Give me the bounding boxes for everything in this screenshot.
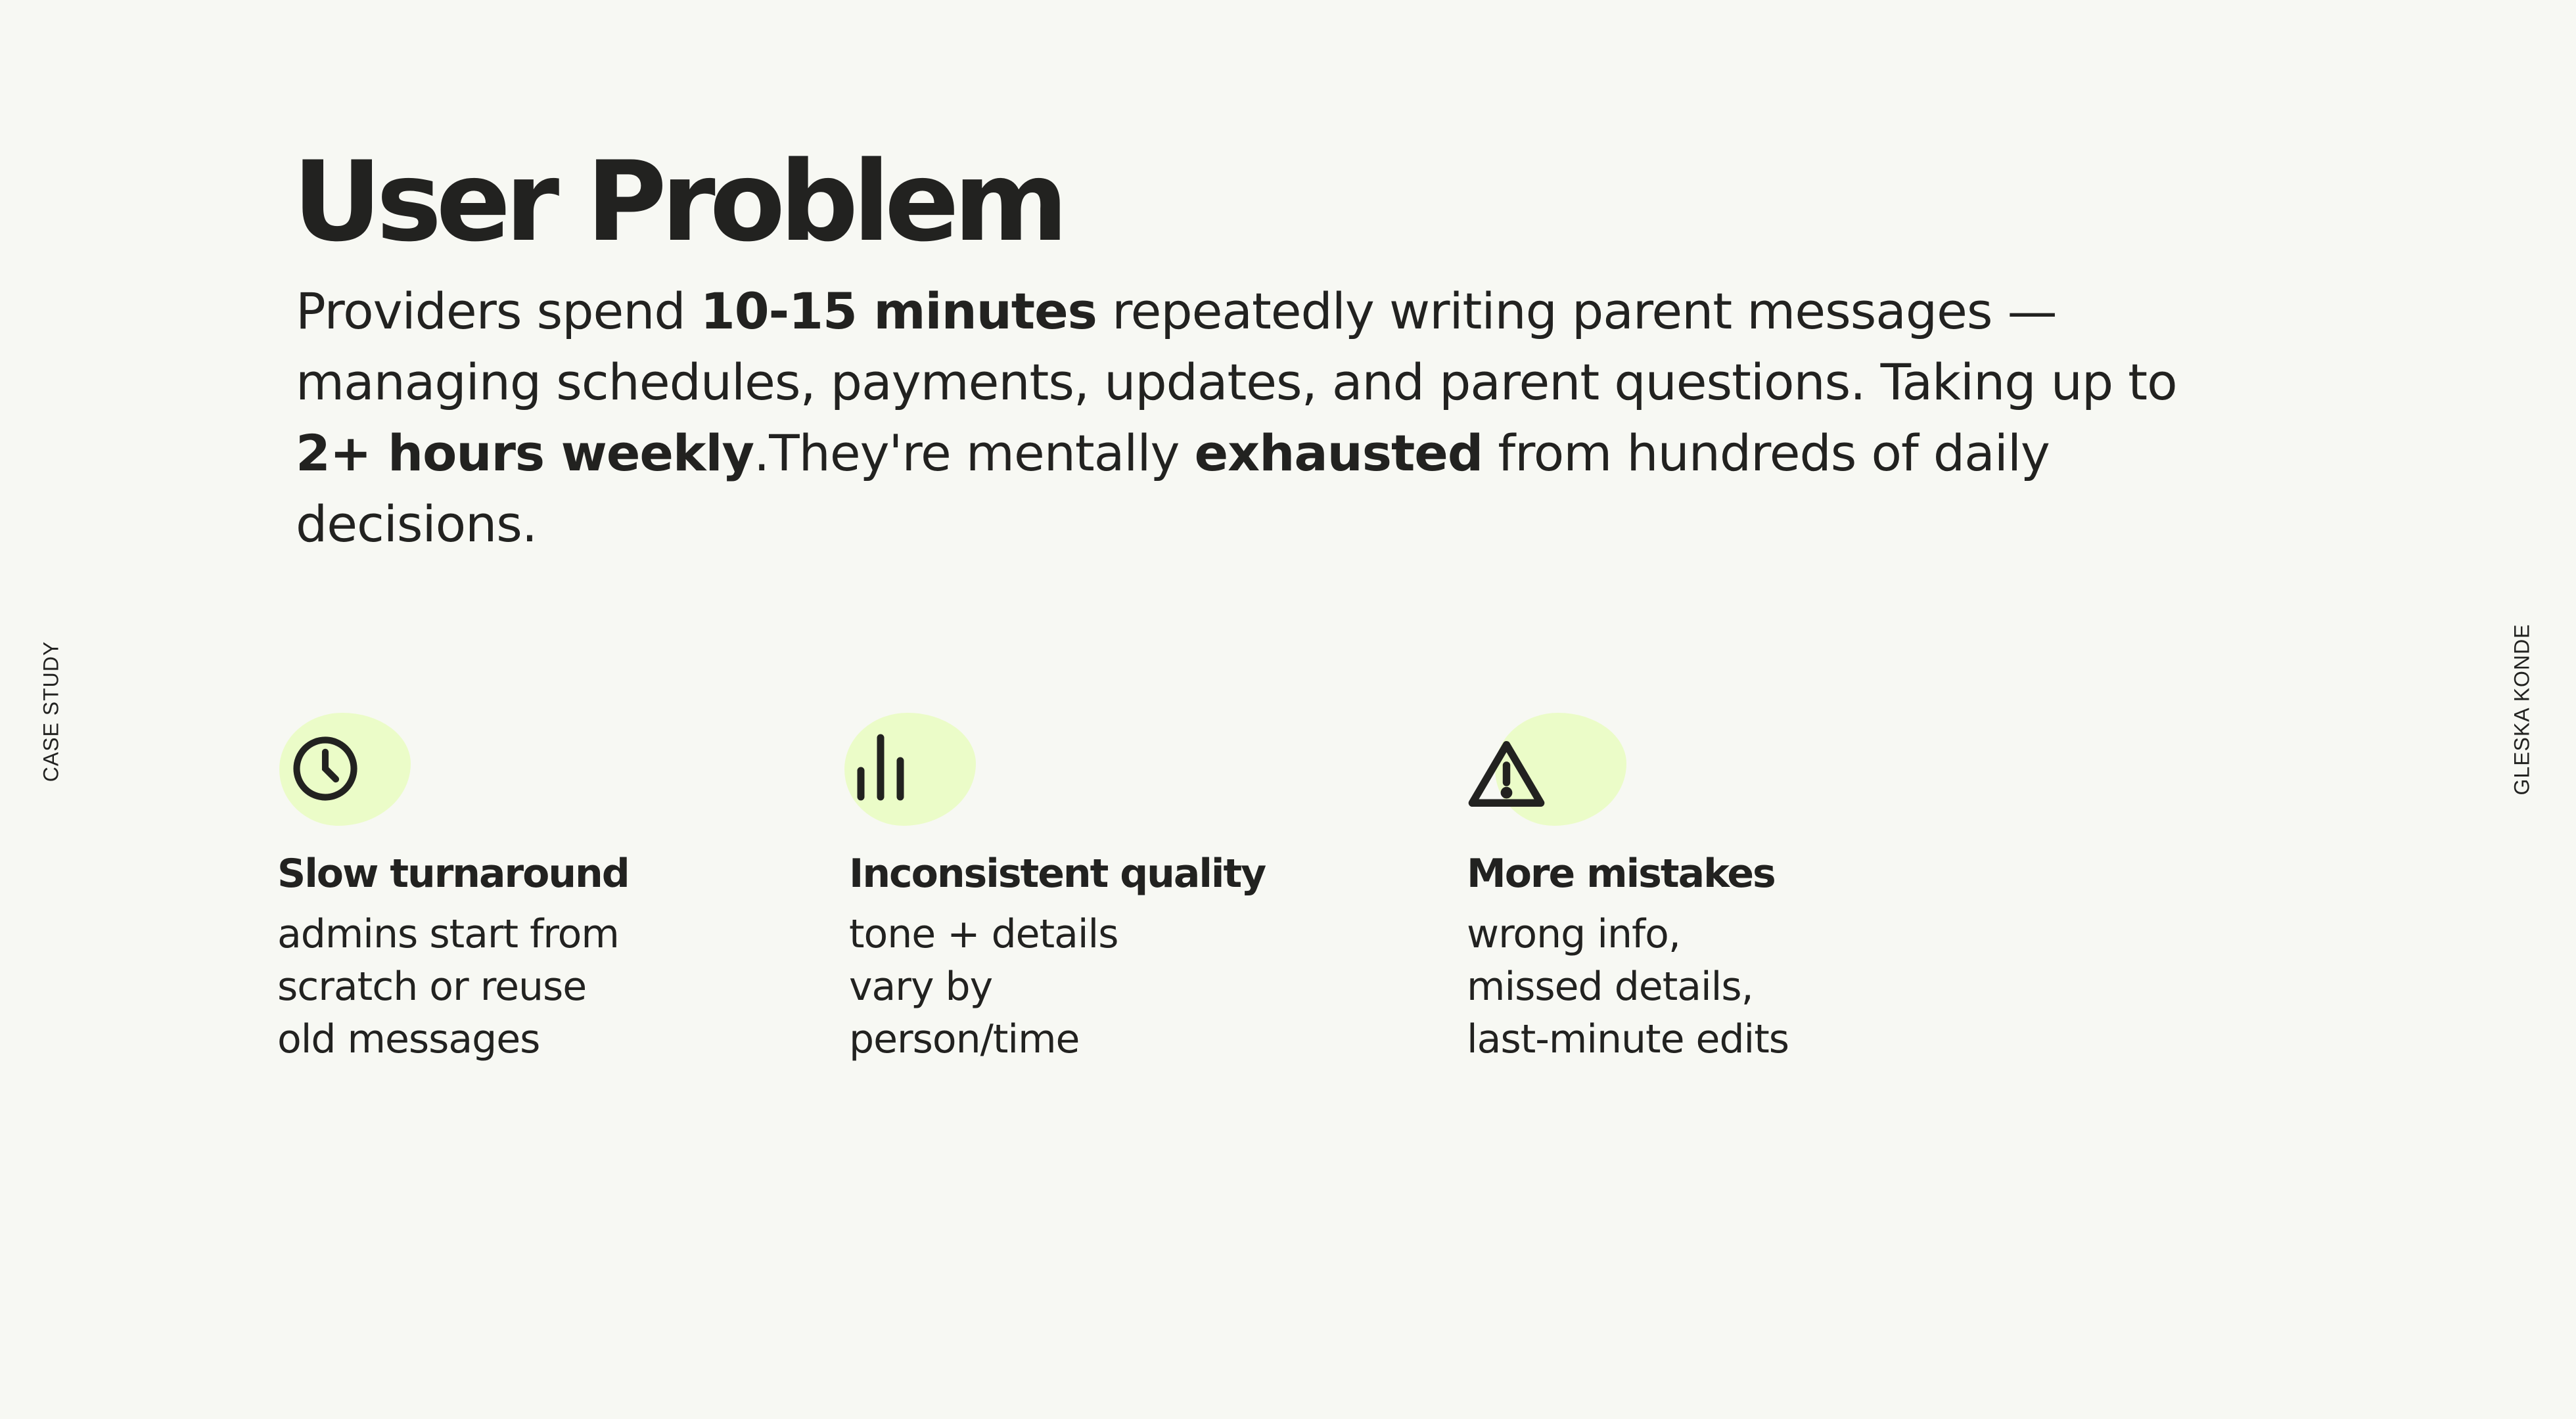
author-label: GLESKA KONDE: [2510, 623, 2534, 796]
warning-icon: [1468, 741, 1545, 807]
case-study-label: CASE STUDY: [39, 641, 63, 782]
card-description: tone + details vary by person/time: [849, 911, 1119, 1062]
problem-card-slow-turnaround: Slow turnaround admins start from scratch…: [276, 713, 802, 1066]
page-title: User Problem: [292, 137, 1069, 266]
intro-paragraph: Providers spend 10-15 minutes repeatedly…: [296, 282, 2178, 553]
problem-card-inconsistent-quality: Inconsistent quality tone + details vary …: [844, 713, 1373, 1066]
card-title: Inconsistent quality: [849, 851, 1266, 897]
highlight-blob: [279, 713, 411, 826]
bar-chart-icon: [857, 734, 904, 801]
card-title: Slow turnaround: [277, 851, 630, 897]
highlight-blob: [844, 713, 976, 826]
card-title: More mistakes: [1467, 851, 1776, 897]
card-description: admins start from scratch or reuse old mes…: [277, 911, 620, 1062]
card-description: wrong info, missed details, last-minute ed…: [1467, 911, 1789, 1062]
problem-card-more-mistakes: More mistakes wrong info, missed details,…: [1465, 713, 1991, 1066]
clock-icon: [293, 736, 357, 801]
